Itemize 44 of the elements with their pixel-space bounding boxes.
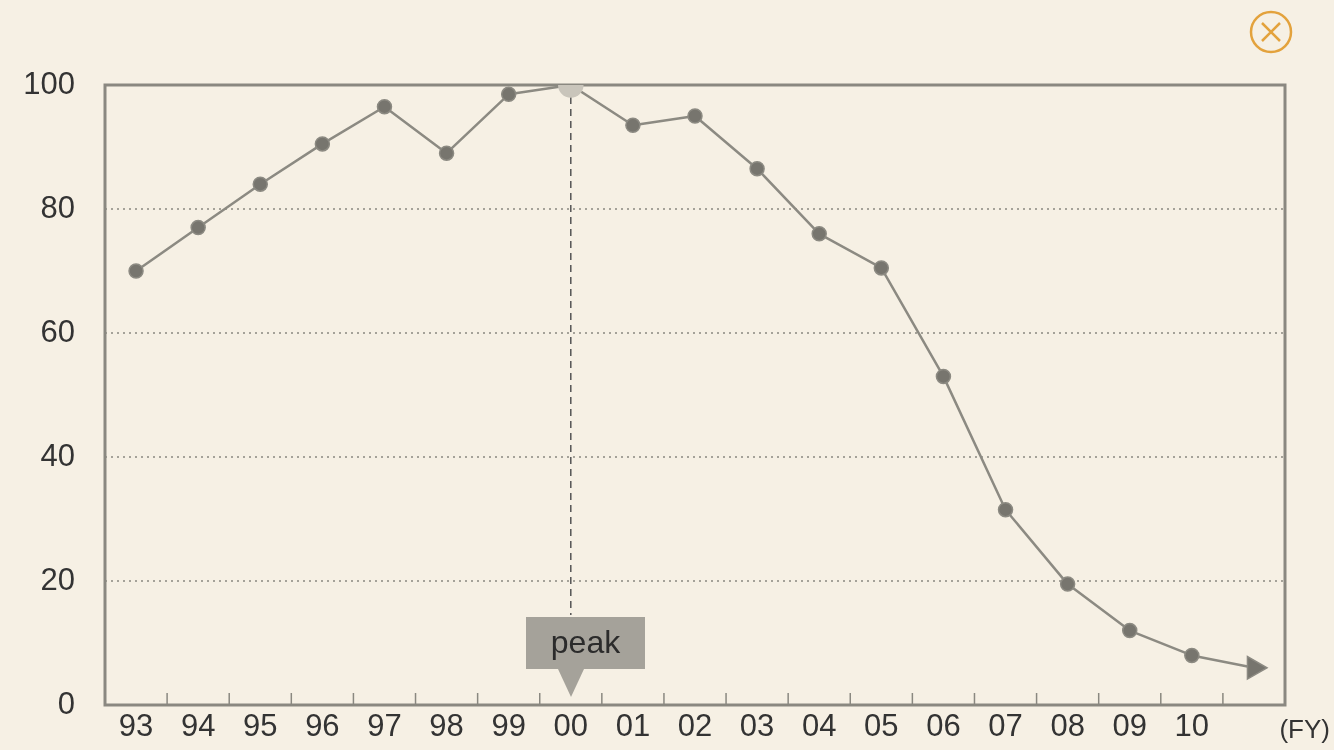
- x-tick-label: 06: [926, 708, 961, 744]
- x-tick-label: 96: [305, 708, 340, 744]
- point: [314, 136, 331, 152]
- y-tick-label: 0: [57, 685, 75, 721]
- point: [438, 145, 455, 161]
- y-tick-label: 40: [40, 437, 75, 473]
- point: [935, 368, 952, 385]
- point: [128, 263, 144, 279]
- point: [811, 226, 827, 242]
- y-tick-label: 20: [40, 561, 75, 597]
- x-tick-label: 00: [553, 708, 589, 744]
- x-tick-label: 10: [1174, 708, 1210, 744]
- x-tick-label: 04: [801, 708, 837, 744]
- point: [1121, 622, 1138, 639]
- x-tick-label: 97: [367, 708, 402, 744]
- x-tick-label: 08: [1050, 708, 1085, 744]
- point: [749, 160, 765, 177]
- x-axis-title: (FY): [1279, 714, 1330, 745]
- x-tick-label: 98: [429, 708, 464, 744]
- x-tick-label: 05: [864, 708, 899, 744]
- ref-line-label: peak: [525, 617, 646, 669]
- y-tick-label: 80: [40, 189, 75, 225]
- x-tick-label: 94: [180, 708, 216, 744]
- y-tick-label: 100: [23, 65, 75, 101]
- point: [997, 501, 1014, 518]
- point: [625, 117, 641, 134]
- point: [190, 219, 206, 236]
- point: [500, 86, 517, 103]
- point: [376, 98, 393, 115]
- x-tick-label: 03: [739, 708, 775, 744]
- point: [1059, 576, 1076, 592]
- x-tick-label: 09: [1112, 708, 1147, 744]
- point: [1184, 647, 1200, 664]
- y-tick-label: 60: [40, 313, 75, 349]
- x-tick-label: 99: [491, 708, 526, 744]
- x-tick-label: 01: [615, 708, 651, 744]
- x-tick-label: 93: [118, 708, 154, 744]
- x-tick-label: 02: [677, 708, 713, 744]
- point: [873, 260, 890, 276]
- point: [252, 176, 269, 192]
- label-callout: peak: [525, 617, 646, 697]
- point: [687, 108, 703, 124]
- x-tick-label: 95: [243, 708, 278, 744]
- x-tick-label: 07: [988, 708, 1023, 744]
